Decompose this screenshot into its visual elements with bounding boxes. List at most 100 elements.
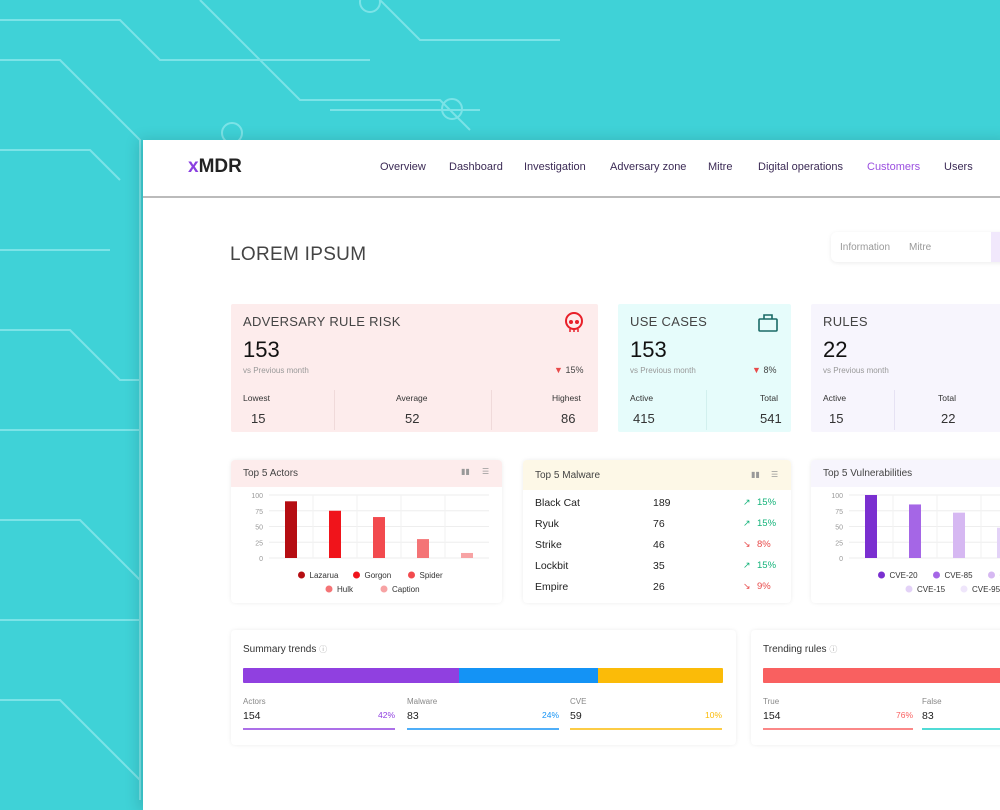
malware-name: Ryuk <box>535 518 559 530</box>
panel-title: Trending rules ⓘ <box>763 644 837 655</box>
table-icon[interactable]: ☰ <box>482 467 489 476</box>
bar-Gorgon[interactable] <box>329 511 341 558</box>
chart-icon[interactable]: ▮▮ <box>461 467 470 476</box>
nav-adversary-zone[interactable]: Adversary zone <box>610 161 686 173</box>
stat-value: 541 <box>760 411 782 426</box>
bar-segment-actors[interactable] <box>243 668 459 683</box>
malware-row[interactable]: Lockbit 35 ↗ 15% <box>535 560 785 574</box>
trend-down-icon: ↘ <box>743 581 751 592</box>
stat-value: 22 <box>941 411 955 426</box>
legend-marker <box>988 572 995 579</box>
item-label: Malware <box>407 697 559 706</box>
legend-marker <box>298 572 305 579</box>
y-tick-label: 75 <box>835 509 843 516</box>
legend-label: Hulk <box>337 585 354 594</box>
stat-value: 52 <box>405 411 419 426</box>
item-underline <box>922 728 1000 730</box>
legend-label: CVE-95 <box>972 585 1000 594</box>
bar-CVE-20[interactable] <box>865 495 877 558</box>
summary-stacked-bar <box>243 668 723 683</box>
y-tick-label: 100 <box>251 493 263 500</box>
stat-label: Active <box>823 393 846 403</box>
bar-Hulk[interactable] <box>417 539 429 558</box>
nav-investigation[interactable]: Investigation <box>524 161 586 173</box>
card-title: RULES <box>823 314 868 329</box>
skull-icon <box>564 312 584 334</box>
item-value: 83 <box>922 710 934 722</box>
legend-label: CVE-85 <box>945 571 974 580</box>
trend-item: Malware 83 24% <box>407 697 559 706</box>
legend-marker <box>353 572 360 579</box>
tab-information[interactable]: Information <box>840 242 890 253</box>
item-percent: 10% <box>705 710 722 720</box>
card-title: USE CASES <box>630 314 707 329</box>
nav-dashboard[interactable]: Dashboard <box>449 161 503 173</box>
triangle-down-icon: ▼ <box>554 365 563 375</box>
info-icon[interactable]: ⓘ <box>829 645 837 654</box>
nav-mitre[interactable]: Mitre <box>708 161 732 173</box>
legend-marker <box>961 586 968 593</box>
trending-stacked-bar <box>763 668 1000 683</box>
trend-item: Actors 154 42% <box>243 697 395 706</box>
legend-marker <box>906 586 913 593</box>
stat-label: Active <box>630 393 653 403</box>
y-tick-label: 25 <box>835 540 843 547</box>
table-icon[interactable]: ☰ <box>771 470 778 479</box>
tab-mitre[interactable]: Mitre <box>909 242 931 253</box>
nav-users[interactable]: Users <box>944 161 973 173</box>
bar-CVE-85[interactable] <box>909 504 921 558</box>
bar-C[interactable] <box>953 513 965 558</box>
item-underline <box>407 728 559 730</box>
legend-label: CVE-20 <box>890 571 919 580</box>
nav-customers[interactable]: Customers <box>867 161 920 173</box>
use-cases-card: USE CASES 153 vs Previous month ▼ 8% Act… <box>618 304 791 432</box>
app-window: xMDR Overview Dashboard Investigation Ad… <box>143 140 1000 810</box>
legend-label: Lazarua <box>310 571 339 580</box>
item-underline <box>763 728 913 730</box>
bar-segment-true[interactable] <box>763 668 1000 683</box>
malware-row[interactable]: Empire 26 ↘ 9% <box>535 581 785 595</box>
chart-icon[interactable]: ▮▮ <box>751 470 760 479</box>
trend-item: False 83 <box>922 697 1000 706</box>
bar-segment-cve[interactable] <box>598 668 723 683</box>
malware-change: 15% <box>757 518 776 529</box>
bar-Lazarua[interactable] <box>285 501 297 558</box>
malware-row[interactable]: Ryuk 76 ↗ 15% <box>535 518 785 532</box>
trend-down-icon: ↘ <box>743 539 751 550</box>
legend-label: CVE-15 <box>917 585 946 594</box>
bar-segment-malware[interactable] <box>459 668 598 683</box>
legend-marker <box>381 586 388 593</box>
legend-label: Spider <box>420 571 443 580</box>
y-tick-label: 0 <box>259 556 263 563</box>
risk-sub: vs Previous month <box>243 366 309 375</box>
malware-change: 9% <box>757 581 771 592</box>
logo[interactable]: xMDR <box>188 156 242 178</box>
y-tick-label: 75 <box>255 509 263 516</box>
stat-value: 86 <box>561 411 575 426</box>
malware-row[interactable]: Black Cat 189 ↗ 15% <box>535 497 785 511</box>
rules-sub: vs Previous month <box>823 366 889 375</box>
malware-name: Lockbit <box>535 560 568 572</box>
y-tick-label: 50 <box>835 525 843 532</box>
use-cases-value: 153 <box>630 337 667 363</box>
y-tick-label: 25 <box>255 540 263 547</box>
item-percent: 42% <box>378 710 395 720</box>
info-icon[interactable]: ⓘ <box>319 645 327 654</box>
use-cases-change: ▼ 8% <box>752 365 776 375</box>
item-underline <box>243 728 395 730</box>
item-label: Actors <box>243 697 395 706</box>
bar-Caption[interactable] <box>461 553 473 558</box>
nav-overview[interactable]: Overview <box>380 161 426 173</box>
nav-digital-operations[interactable]: Digital operations <box>758 161 843 173</box>
panel-title: Top 5 Vulnerabilities <box>823 468 912 479</box>
bar-Spider[interactable] <box>373 517 385 558</box>
legend-marker <box>408 572 415 579</box>
rules-card: RULES 22 vs Previous month Active 15 Tot… <box>811 304 1000 432</box>
panel-title: Summary trends ⓘ <box>243 644 327 655</box>
malware-row[interactable]: Strike 46 ↘ 8% <box>535 539 785 553</box>
stat-value: 15 <box>829 411 843 426</box>
item-value: 59 <box>570 710 582 722</box>
card-title: ADVERSARY RULE RISK <box>243 314 401 329</box>
